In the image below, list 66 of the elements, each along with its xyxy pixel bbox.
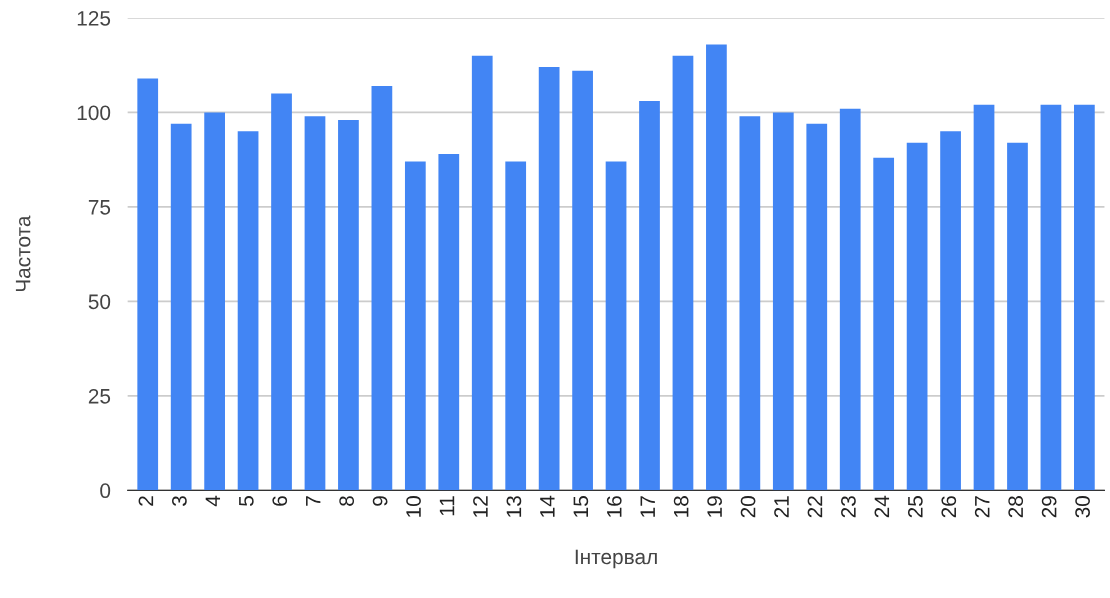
y-tick-label: 75 — [88, 200, 111, 215]
x-tick-label: 13 — [506, 496, 522, 517]
bar — [572, 70, 593, 491]
x-tick-label: 26 — [941, 496, 957, 518]
y-tick-label: 100 — [77, 105, 111, 121]
x-tick-label: 9 — [372, 496, 388, 506]
y-tick-label: 125 — [77, 10, 111, 26]
x-axis-title: Інтервал — [575, 549, 657, 569]
bar — [672, 55, 694, 491]
bar — [806, 123, 828, 491]
x-tick-label: 29 — [1041, 496, 1057, 518]
x-tick-label: 24 — [874, 495, 890, 518]
bar — [605, 161, 627, 491]
bar — [404, 161, 426, 491]
x-tick-label: 21 — [774, 496, 789, 518]
bar — [1007, 142, 1028, 491]
x-tick-label: 6 — [272, 496, 288, 506]
x-tick-label: 28 — [1008, 496, 1024, 518]
x-tick-label: 23 — [841, 496, 856, 518]
bar — [170, 123, 192, 491]
x-tick-label: 2 — [138, 496, 154, 506]
x-tick-label: 18 — [673, 496, 689, 517]
y-tick-label: 0 — [100, 483, 111, 499]
bar — [471, 55, 493, 491]
bar — [538, 67, 560, 491]
bar — [1074, 104, 1095, 491]
x-tick-label: 4 — [205, 495, 221, 507]
x-tick-label: 12 — [473, 496, 488, 517]
bar — [237, 131, 259, 491]
bar — [973, 104, 995, 491]
x-tick-label: 8 — [339, 496, 355, 506]
bar — [137, 78, 159, 491]
y-tick-label: 25 — [88, 388, 111, 404]
y-tick-label: 50 — [88, 294, 111, 310]
bar — [906, 142, 928, 491]
bar — [304, 116, 326, 491]
bar — [271, 93, 292, 491]
bar — [873, 157, 895, 491]
bar — [739, 116, 761, 491]
bar — [940, 131, 961, 491]
bar — [706, 44, 727, 491]
x-tick-label: 20 — [740, 496, 756, 518]
bar — [639, 101, 660, 491]
bar — [371, 85, 393, 491]
x-tick-label: 10 — [406, 496, 421, 517]
x-tick-label: 14 — [540, 495, 555, 517]
x-tick-label: 5 — [239, 496, 254, 506]
bar — [772, 112, 794, 491]
x-tick-label: 11 — [439, 496, 455, 516]
x-tick-label: 25 — [907, 496, 923, 518]
x-tick-label: 19 — [707, 496, 722, 517]
bar — [338, 119, 359, 491]
bar — [1040, 104, 1062, 491]
x-tick-label: 7 — [306, 496, 321, 506]
bar — [839, 108, 861, 491]
x-tick-label: 27 — [974, 496, 990, 518]
bar — [505, 161, 527, 491]
x-tick-label: 15 — [573, 496, 589, 517]
y-axis-title: Частота — [15, 215, 31, 292]
x-tick-label: 30 — [1075, 496, 1090, 518]
bar — [438, 154, 460, 491]
x-tick-label: 16 — [606, 496, 622, 517]
x-tick-label: 17 — [640, 496, 655, 517]
x-tick-label: 3 — [172, 496, 187, 507]
bar — [204, 112, 225, 491]
x-tick-label: 22 — [807, 496, 823, 518]
